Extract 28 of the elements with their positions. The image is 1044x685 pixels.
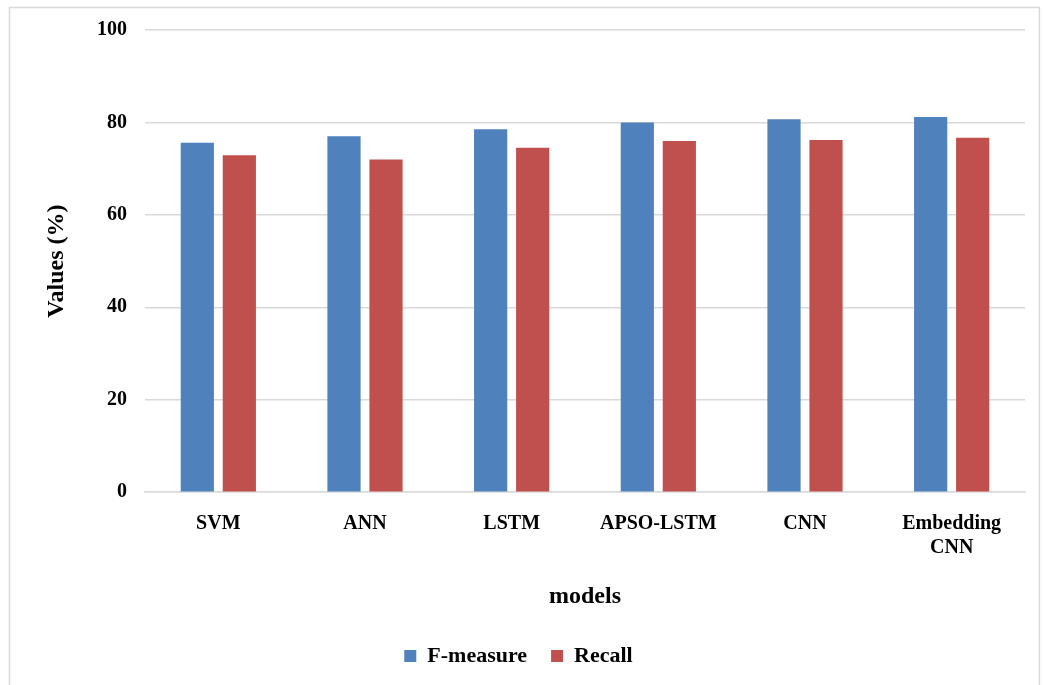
y-tick-label: 60 <box>107 202 127 225</box>
bar <box>180 142 214 492</box>
bar <box>327 136 361 492</box>
y-tick-label: 40 <box>107 294 127 317</box>
y-tick-label: 80 <box>107 109 127 132</box>
y-tick-label: 100 <box>97 17 127 40</box>
x-tick-label: APSO-LSTM <box>599 511 717 534</box>
y-axis-title: Values (%) <box>41 204 68 318</box>
y-tick-label: 20 <box>107 386 127 409</box>
bar <box>369 159 403 492</box>
bar <box>809 140 843 492</box>
bar <box>767 119 801 492</box>
bar <box>956 137 990 492</box>
x-tick-label: CNN <box>783 511 828 534</box>
bar <box>662 140 696 492</box>
legend-label: F-measure <box>427 641 528 667</box>
x-axis-title: models <box>549 581 621 608</box>
x-tick-label: LSTM <box>483 511 541 534</box>
bar <box>914 116 948 492</box>
x-tick-label: SVM <box>196 511 241 534</box>
legend-label: Recall <box>574 641 633 667</box>
bar <box>222 155 256 492</box>
x-tick-label: Embedding CNN <box>902 511 1002 558</box>
bar <box>516 147 550 492</box>
bar <box>474 129 508 492</box>
y-tick-label: 0 <box>117 479 127 502</box>
bar <box>620 122 654 492</box>
x-tick-label: ANN <box>343 511 388 534</box>
